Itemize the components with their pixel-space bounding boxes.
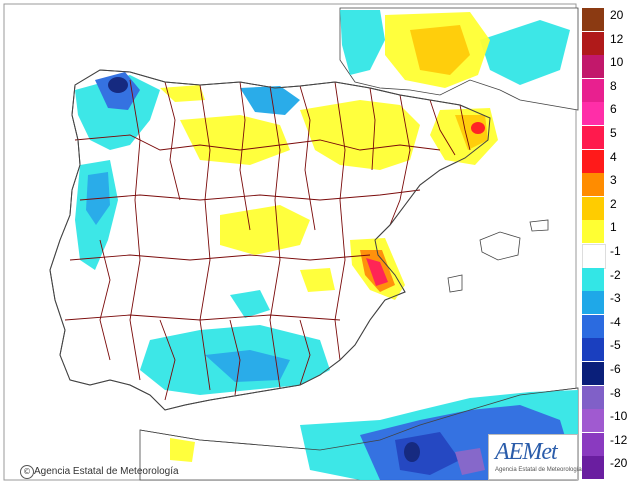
mallorca [479,231,521,261]
legend-swatch [582,8,604,31]
province-borders [64,79,471,401]
legend-swatch [582,220,604,244]
legend-label: 8 [610,78,617,93]
legend-label: 4 [610,149,617,164]
legend-swatch [582,362,604,385]
legend-swatch [582,126,604,149]
legend-swatch [582,173,604,197]
legend-swatch [582,31,604,55]
legend-swatch [582,55,604,79]
legend-label: 1 [610,220,617,235]
legend-label: -3 [610,291,621,306]
ibiza [447,274,463,293]
legend-swatch [582,432,604,456]
legend-swatch [582,102,604,126]
legend-swatch [582,409,604,433]
legend-label: -20 [610,456,628,471]
legend-label: 20 [610,8,624,22]
legend-label: -12 [610,432,628,447]
legend-label: 10 [610,55,624,70]
legend-swatch [582,196,604,220]
legend-swatch [582,244,606,269]
legend-swatch [582,291,604,315]
menorca [529,219,549,232]
legend-label: -4 [610,314,621,329]
legend-label: 3 [610,173,617,188]
copyright-icon: © [20,465,34,479]
legend-label: -6 [610,362,621,376]
legend-label: 6 [610,102,617,117]
legend-label: -1 [610,244,621,258]
credit-text: Agencia Estatal de Meteorología [34,466,179,477]
legend-label: -8 [610,385,621,400]
legend-label: 12 [610,31,624,46]
color-scale-legend: 20 12 10 8 6 5 4 3 2 1 -1 -2 -3 -4 -5 -6 -8 -10 -12 -20 [578,8,630,480]
aemet-logo-subtitle: Agencia Estatal de Meteorología [495,467,582,473]
warm-anomaly-areas [160,12,498,462]
legend-swatch [582,149,604,173]
legend-label: 5 [610,126,617,140]
aemet-logo: AEMet Agencia Estatal de Meteorología [488,434,582,480]
legend-swatch [582,267,604,291]
legend-swatch [582,385,604,409]
legend-swatch [582,338,604,362]
legend-label: -2 [610,267,621,282]
legend-label: -5 [610,338,621,353]
cold-anomaly-areas [75,10,578,480]
legend-label: -10 [610,409,628,424]
legend-label: 2 [610,196,617,211]
legend-swatch [582,78,604,102]
legend-swatch [582,314,604,338]
aemet-logo-text: AEMet [495,439,558,465]
legend-swatch [582,456,604,480]
